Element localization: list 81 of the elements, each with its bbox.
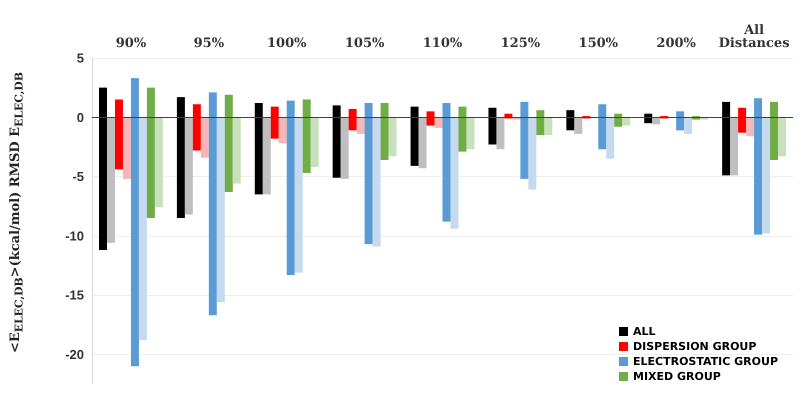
- bar: [410, 106, 419, 166]
- y-tick-label: -15: [65, 288, 84, 303]
- bar: [356, 117, 365, 134]
- bar: [99, 88, 107, 250]
- x-tick-label: 125%: [500, 36, 541, 51]
- bar: [278, 117, 287, 144]
- bar: [520, 102, 528, 179]
- bar: [138, 117, 147, 340]
- bar: [574, 117, 582, 134]
- bar: [770, 102, 778, 160]
- bar: [310, 117, 319, 168]
- bar: [488, 108, 496, 145]
- x-tick-label: 90%: [116, 36, 147, 51]
- bar: [418, 117, 427, 168]
- bar: [528, 117, 536, 190]
- bar: [262, 117, 271, 194]
- legend-label: MIXED GROUP: [632, 370, 721, 383]
- y-tick-label: -20: [65, 346, 84, 362]
- bar: [458, 106, 466, 152]
- bar: [364, 103, 373, 244]
- bar: [146, 88, 155, 218]
- x-tick-label: 150%: [578, 36, 619, 51]
- y-tick-label: 5: [76, 50, 84, 66]
- bar: [208, 92, 217, 316]
- bar: [738, 108, 746, 133]
- x-tick-label: 200%: [656, 36, 697, 51]
- bar: [426, 111, 435, 126]
- bar: [388, 117, 397, 156]
- bar: [122, 117, 131, 179]
- bar: [450, 117, 458, 229]
- bar: [536, 110, 544, 136]
- legend-label: ALL: [632, 325, 656, 338]
- bar: [598, 104, 606, 150]
- bar: [544, 117, 552, 136]
- x-tick-label: 95%: [194, 36, 225, 51]
- bar: [232, 117, 241, 184]
- bar: [114, 99, 123, 170]
- bar: [606, 117, 614, 159]
- bar: [778, 117, 786, 156]
- bar: [184, 117, 193, 214]
- x-tick-label: 105%: [344, 36, 385, 51]
- bar: [176, 97, 185, 218]
- bar: [340, 117, 349, 179]
- bar: [434, 117, 442, 128]
- x-tick-label: All Distances: [718, 23, 790, 51]
- bar: [154, 117, 163, 208]
- bar: [442, 103, 450, 222]
- x-tick-label: 100%: [266, 36, 308, 51]
- bar: [380, 103, 389, 160]
- bar: [754, 98, 762, 235]
- bar: [622, 117, 630, 126]
- bar: [614, 114, 622, 127]
- bar: [332, 105, 341, 178]
- bar: [192, 104, 201, 150]
- bar: [224, 94, 233, 192]
- bar: [496, 117, 504, 150]
- bar: [106, 117, 115, 243]
- x-tick-label: 110%: [422, 36, 463, 51]
- bar: [200, 117, 209, 158]
- y-tick-label: -5: [72, 169, 84, 184]
- bar: [722, 102, 730, 176]
- y-tick-label: -10: [65, 228, 84, 244]
- bar: [302, 99, 311, 173]
- bar: [216, 117, 225, 302]
- bar: [684, 117, 692, 134]
- bar: [762, 117, 770, 234]
- legend-label: DISPERSION GROUP: [632, 340, 756, 353]
- bar: [676, 111, 684, 130]
- y-tick-label: 0: [76, 110, 84, 125]
- bar: [372, 117, 381, 246]
- bar: [130, 78, 139, 366]
- legend-label: ELECTROSTATIC GROUP: [632, 355, 778, 368]
- bar: [566, 110, 574, 130]
- bar: [348, 108, 357, 130]
- bar: [294, 117, 303, 273]
- bar: [746, 117, 754, 136]
- bar: [286, 100, 295, 275]
- bar: [270, 106, 279, 139]
- bar: [254, 103, 263, 194]
- bar: [730, 117, 738, 176]
- bar: [466, 117, 474, 150]
